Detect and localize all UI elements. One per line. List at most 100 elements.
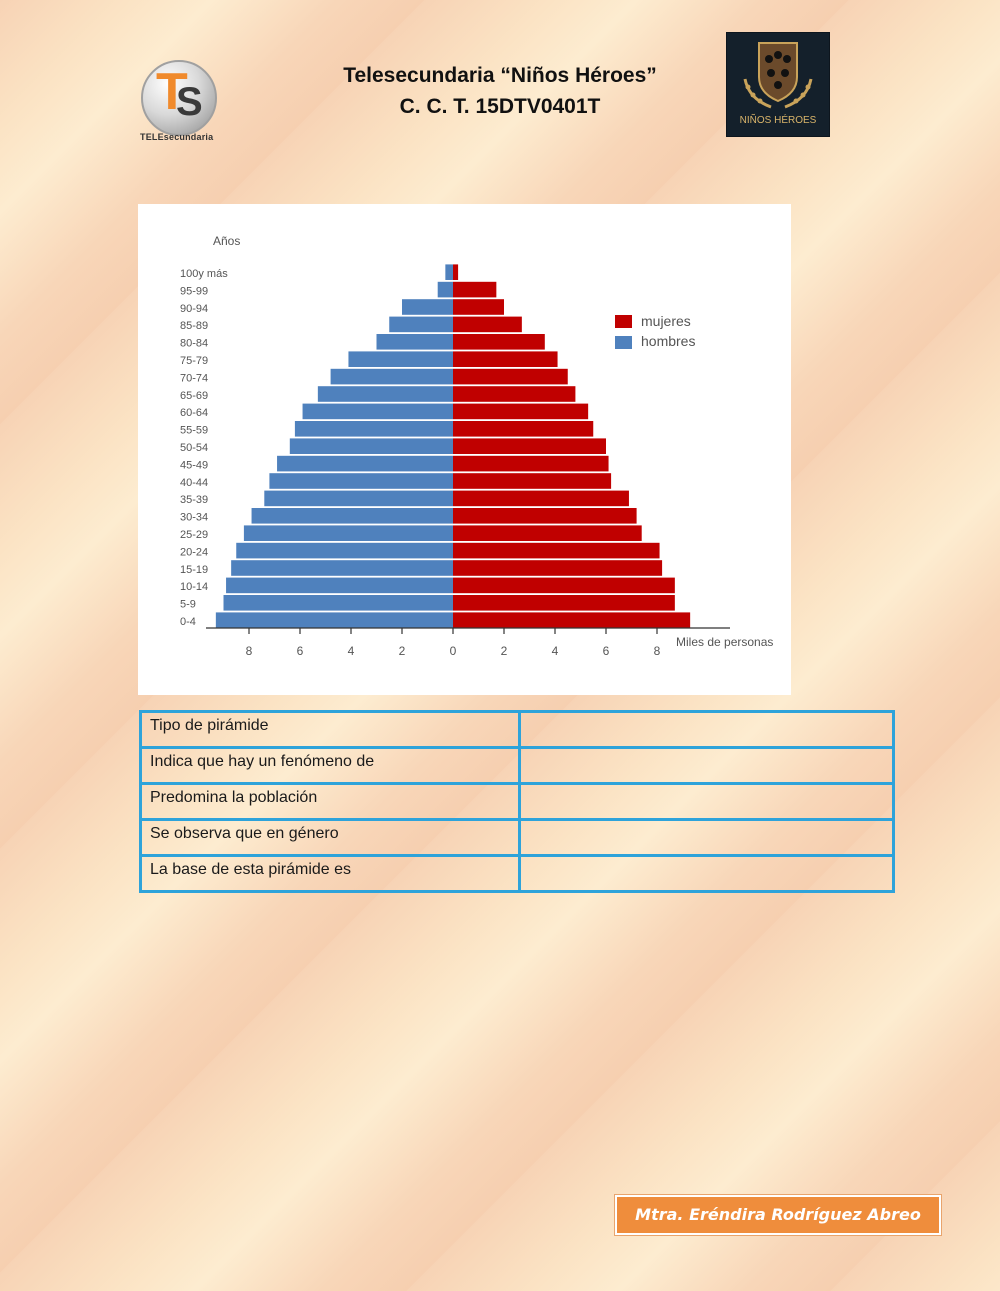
- bar-mujeres-90-94: [453, 299, 504, 315]
- x-axis-label: Miles de personas: [676, 635, 773, 649]
- y-tick-label: 85-89: [180, 320, 208, 332]
- row-label: Tipo de pirámide: [139, 710, 521, 749]
- bar-hombres-60-64: [302, 403, 453, 420]
- school-code: C. C. T. 15DTV0401T: [399, 95, 601, 118]
- legend-swatch-mujeres: [615, 315, 632, 328]
- bar-hombres-75-79: [348, 351, 453, 367]
- x-tick-label: 8: [654, 644, 661, 658]
- answer-cell[interactable]: [518, 710, 895, 749]
- y-tick-label: 100y más: [180, 268, 228, 280]
- logo-letter-t: T: [156, 63, 188, 121]
- bar-mujeres-0-4: [453, 612, 691, 628]
- bar-hombres-0-4: [215, 612, 453, 628]
- y-tick-label: 70-74: [180, 372, 208, 384]
- y-tick-label: 80-84: [180, 338, 208, 350]
- table-row: Se observa que en género: [139, 818, 895, 857]
- legend-label-hombres: hombres: [641, 333, 695, 349]
- bar-hombres-35-39: [264, 490, 453, 507]
- page-header: Telesecundaria “Niños Héroes” C. C. T. 1…: [260, 60, 740, 122]
- x-tick-label: 0: [450, 644, 457, 658]
- y-axis-label: Años: [213, 234, 240, 248]
- bar-mujeres-95-99: [453, 281, 497, 298]
- x-tick-label: 4: [552, 644, 559, 658]
- y-tick-label: 65-69: [180, 390, 208, 402]
- row-label: Indica que hay un fenómeno de: [139, 746, 521, 785]
- bar-hombres-80-84: [376, 334, 453, 350]
- bar-hombres-70-74: [330, 368, 453, 385]
- bar-mujeres-35-39: [453, 490, 629, 507]
- x-tick-label: 8: [246, 644, 253, 658]
- y-tick-label: 50-54: [180, 442, 208, 454]
- table-row: Predomina la población: [139, 782, 895, 821]
- y-tick-label: 20-24: [180, 546, 208, 558]
- shield-icon: [743, 42, 813, 109]
- logo-disc: [141, 60, 217, 136]
- pyramid-svg: 0-4 5-9 10-14 15-19 20-24 25-29 30-34 35-39 40-4…: [180, 234, 773, 658]
- table-row: Tipo de pirámide: [139, 710, 895, 749]
- bar-hombres-25-29: [243, 525, 453, 541]
- bar-hombres-15-19: [231, 560, 453, 576]
- bar-hombres-55-59: [294, 421, 453, 437]
- answer-cell[interactable]: [518, 782, 895, 821]
- bar-mujeres-85-89: [453, 316, 522, 333]
- bar-mujeres-65-69: [453, 386, 576, 402]
- legend-swatch-hombres: [615, 336, 632, 349]
- y-tick-label: 60-64: [180, 407, 208, 419]
- bar-mujeres-10-14: [453, 577, 675, 594]
- x-tick-label: 4: [348, 644, 355, 658]
- row-label: La base de esta pirámide es: [139, 854, 521, 893]
- bar-mujeres-30-34: [453, 508, 637, 524]
- bar-hombres-90-94: [402, 299, 453, 315]
- row-label: Predomina la población: [139, 782, 521, 821]
- answer-table: Tipo de pirámide Indica que hay un fenóme…: [139, 710, 895, 893]
- table-row: Indica que hay un fenómeno de: [139, 746, 895, 785]
- y-tick-label: 30-34: [180, 512, 208, 524]
- y-tick-label: 25-29: [180, 529, 208, 541]
- row-label: Se observa que en género: [139, 818, 521, 857]
- bar-hombres-5-9: [223, 595, 453, 611]
- ninos-heroes-logo: NIÑOS HÉROES: [726, 32, 830, 137]
- logo-caption: NIÑOS HÉROES: [739, 115, 817, 126]
- bar-mujeres-70-74: [453, 368, 568, 385]
- bar-mujeres-55-59: [453, 421, 594, 437]
- y-tick-label: 5-9: [180, 599, 196, 611]
- bar-hombres-10-14: [226, 577, 453, 594]
- telesecundaria-logo: T S TELEsecundaria: [136, 56, 222, 144]
- legend-label-mujeres: mujeres: [641, 313, 691, 329]
- answer-cell[interactable]: [518, 746, 895, 785]
- bar-mujeres-75-79: [453, 351, 558, 367]
- bar-hombres-45-49: [277, 455, 453, 472]
- bar-mujeres-45-49: [453, 455, 609, 472]
- x-tick-label: 2: [501, 644, 508, 658]
- teacher-signature: Mtra. Eréndira Rodríguez Abreo: [615, 1195, 941, 1235]
- logo-caption: TELEsecundaria: [140, 132, 214, 142]
- bar-mujeres-5-9: [453, 595, 675, 611]
- bar-mujeres-100y más: [453, 264, 459, 280]
- y-tick-label: 10-14: [180, 581, 208, 593]
- y-tick-label: 55-59: [180, 425, 208, 437]
- bar-hombres-95-99: [437, 281, 453, 298]
- x-tick-label: 6: [297, 644, 304, 658]
- bar-mujeres-20-24: [453, 542, 660, 559]
- bar-hombres-50-54: [289, 438, 453, 454]
- population-pyramid-chart: 0-4 5-9 10-14 15-19 20-24 25-29 30-34 35-39 40-4…: [138, 204, 791, 695]
- bar-hombres-20-24: [236, 542, 453, 559]
- bar-mujeres-15-19: [453, 560, 663, 576]
- logo-letter-s: S: [176, 80, 203, 124]
- y-tick-label: 0-4: [180, 616, 196, 628]
- y-tick-label: 40-44: [180, 477, 208, 489]
- y-tick-label: 95-99: [180, 285, 208, 297]
- bar-mujeres-80-84: [453, 334, 545, 350]
- answer-cell[interactable]: [518, 854, 895, 893]
- table-row: La base de esta pirámide es: [139, 854, 895, 893]
- bar-hombres-30-34: [251, 508, 453, 524]
- school-name: Telesecundaria “Niños Héroes”: [343, 64, 657, 87]
- bar-hombres-85-89: [389, 316, 453, 333]
- bar-mujeres-60-64: [453, 403, 589, 420]
- x-tick-label: 6: [603, 644, 610, 658]
- y-tick-label: 90-94: [180, 303, 208, 315]
- bar-mujeres-40-44: [453, 473, 612, 489]
- y-tick-label: 45-49: [180, 459, 208, 471]
- bar-mujeres-25-29: [453, 525, 642, 541]
- answer-cell[interactable]: [518, 818, 895, 857]
